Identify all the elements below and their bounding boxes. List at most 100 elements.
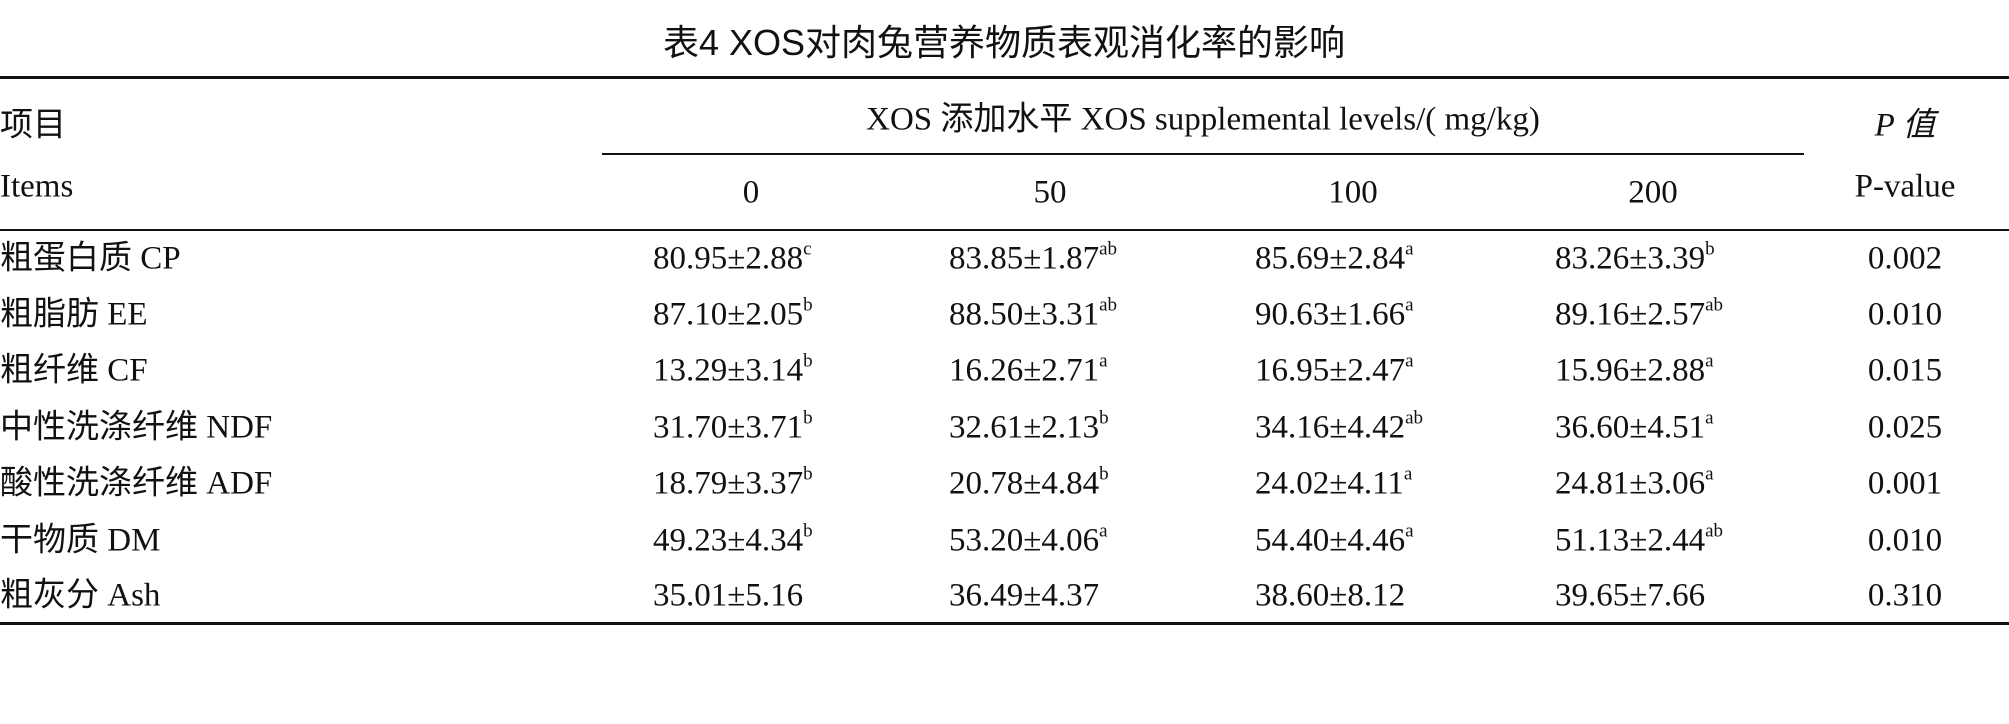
- cell-sup: b: [803, 407, 813, 429]
- p-cn: P 值: [1874, 107, 1936, 144]
- cell-sup: ab: [1405, 407, 1424, 429]
- cell: 24.81±3.06a: [1555, 465, 1714, 502]
- cell-value: 15.96±2.88: [1555, 352, 1706, 389]
- cell-sup: b: [803, 350, 813, 372]
- cell: 18.79±3.37b: [653, 465, 813, 502]
- cell: 39.65±7.66: [1555, 577, 1706, 614]
- cell: 80.95±2.88c: [653, 240, 812, 276]
- row-item: 粗蛋白质 CP: [0, 240, 181, 277]
- p-value: 0.010: [1867, 296, 1943, 333]
- cell: 20.78±4.84b: [949, 465, 1109, 502]
- cell: 16.95±2.47a: [1255, 352, 1414, 389]
- bottom-rule: [0, 622, 2009, 625]
- cell-sup: a: [1405, 238, 1414, 260]
- cell-sup: a: [1099, 520, 1108, 542]
- cell-sup: a: [1705, 350, 1714, 372]
- cell: 49.23±4.34b: [653, 522, 813, 559]
- cell: 15.96±2.88a: [1555, 352, 1714, 389]
- row-item: 粗脂肪 EE: [0, 296, 148, 333]
- cell-sup: a: [1705, 407, 1714, 429]
- level-label: 0: [742, 174, 760, 211]
- cell-sup: b: [803, 294, 813, 316]
- cell-sup: ab: [1705, 520, 1724, 542]
- table-title: 表4 XOS对肉兔营养物质表观消化率的影响: [662, 22, 1346, 63]
- cell-value: 39.65±7.66: [1555, 577, 1706, 614]
- cell: 51.13±2.44ab: [1555, 522, 1723, 559]
- cell-value: 35.01±5.16: [653, 577, 804, 614]
- p-value: 0.310: [1867, 577, 1943, 614]
- cell-value: 53.20±4.06: [949, 522, 1100, 559]
- cell-value: 90.63±1.66: [1255, 296, 1406, 333]
- row-item: 粗灰分 Ash: [0, 577, 161, 614]
- cell-value: 20.78±4.84: [949, 465, 1100, 502]
- cell: 38.60±8.12: [1255, 577, 1406, 614]
- cell-sup: b: [1099, 407, 1109, 429]
- p-value: 0.010: [1867, 522, 1943, 559]
- cell: 90.63±1.66a: [1255, 296, 1414, 333]
- cell: 54.40±4.46a: [1255, 522, 1414, 559]
- cell: 36.60±4.51a: [1555, 409, 1714, 446]
- cell-sup: a: [1405, 520, 1414, 542]
- cell-value: 16.26±2.71: [949, 352, 1100, 389]
- cell: 83.26±3.39b: [1555, 240, 1715, 277]
- cell: 53.20±4.06a: [949, 522, 1108, 559]
- header-rule: [0, 229, 2009, 231]
- cell-value: 36.49±4.37: [949, 577, 1100, 614]
- cell: 36.49±4.37: [949, 577, 1100, 614]
- cell: 16.26±2.71a: [949, 352, 1108, 389]
- cell-sup: ab: [1099, 294, 1118, 316]
- cell-value: 51.13±2.44: [1555, 522, 1706, 559]
- cell-sup: a: [1099, 350, 1108, 372]
- cell: 24.02±4.11a: [1255, 465, 1412, 502]
- cell: 87.10±2.05b: [653, 296, 813, 333]
- cell-value: 36.60±4.51: [1555, 409, 1706, 446]
- cell-sup: b: [803, 520, 813, 542]
- cell-value: 18.79±3.37: [653, 465, 804, 502]
- cell-value: 83.26±3.39: [1555, 240, 1706, 277]
- cell: 34.16±4.42ab: [1255, 409, 1423, 445]
- level-label: 100: [1328, 174, 1378, 211]
- p-value: 0.002: [1867, 240, 1943, 277]
- cell-sup: a: [1705, 463, 1714, 485]
- cell-value: 24.81±3.06: [1555, 465, 1706, 502]
- cell: 83.85±1.87ab: [949, 240, 1117, 276]
- cell-sup: b: [803, 463, 813, 485]
- cell-sup: b: [1705, 238, 1715, 260]
- cell: 13.29±3.14b: [653, 352, 813, 389]
- cell-value: 31.70±3.71: [653, 409, 804, 446]
- group-label: XOS 添加水平 XOS supplemental levels/( mg/kg…: [866, 101, 1540, 138]
- cell-value: 54.40±4.46: [1255, 522, 1406, 559]
- cell-value: 13.29±3.14: [653, 352, 804, 389]
- cell-sup: ab: [1099, 238, 1118, 260]
- row-item: 干物质 DM: [0, 522, 161, 559]
- cell-value: 16.95±2.47: [1255, 352, 1406, 389]
- items-cn: 项目: [0, 107, 66, 144]
- cell-sup: c: [803, 238, 812, 260]
- cell: 35.01±5.16: [653, 577, 804, 614]
- cell-value: 88.50±3.31: [949, 296, 1100, 333]
- cell-value: 89.16±2.57: [1555, 296, 1706, 333]
- cell-sup: ab: [1705, 294, 1724, 316]
- cell-sup: a: [1405, 294, 1414, 316]
- cell-value: 87.10±2.05: [653, 296, 804, 333]
- cell-sup: b: [1099, 463, 1109, 485]
- p-value: 0.015: [1867, 352, 1943, 389]
- cell-value: 24.02±4.11: [1255, 465, 1404, 502]
- cell-sup: a: [1403, 463, 1413, 485]
- cell: 85.69±2.84a: [1255, 240, 1414, 277]
- cell-value: 85.69±2.84: [1255, 240, 1406, 277]
- cell-sup: a: [1405, 350, 1414, 372]
- p-value: 0.025: [1867, 409, 1943, 446]
- items-en: Items: [0, 168, 74, 205]
- sub-rule: [602, 153, 1804, 155]
- cell-value: 49.23±4.34: [653, 522, 804, 559]
- cell: 89.16±2.57ab: [1555, 296, 1723, 333]
- cell: 32.61±2.13b: [949, 409, 1109, 446]
- level-label: 50: [1033, 174, 1067, 211]
- p-value: 0.001: [1867, 465, 1943, 502]
- cell: 88.50±3.31ab: [949, 296, 1117, 333]
- cell-value: 38.60±8.12: [1255, 577, 1406, 614]
- row-item: 粗纤维 CF: [0, 352, 148, 389]
- cell-value: 32.61±2.13: [949, 409, 1100, 446]
